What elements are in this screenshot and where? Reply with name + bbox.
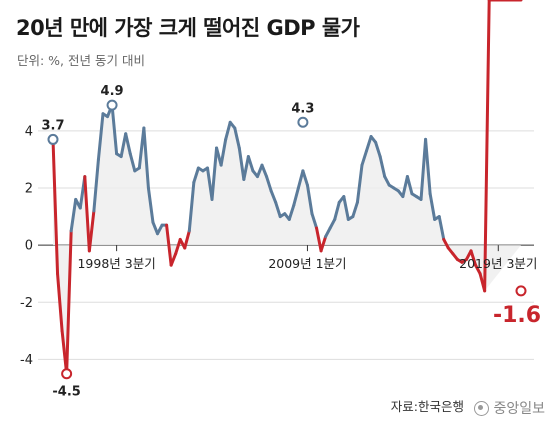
series-line-segment [210,146,219,201]
series-line-segment [237,146,246,181]
series-line-segment [296,169,305,190]
series-line-segment [146,186,155,224]
series-line-segment [310,212,319,230]
series-line-segment [305,183,314,216]
data-point-marker [515,285,527,297]
series-line-segment [378,155,387,179]
logo-text: 중앙일보 [493,401,545,417]
y-tick-label: -4 [20,353,33,368]
data-point-marker [106,99,118,111]
series-line-segment [87,209,96,253]
series-line-segment [365,135,373,153]
data-point-marker [47,133,59,145]
series-line-segment [301,169,309,187]
series-line-segment [474,263,482,276]
series-line-segment [69,197,78,233]
series-line-segment [424,137,432,196]
x-tick-label: 2009년 1분기 [268,256,346,271]
x-tick-label: 1998년 3분기 [77,256,155,271]
series-line-segment [315,226,323,253]
series-line-segment [156,223,164,236]
source-note: 자료:한국은행 [390,399,464,414]
series-line-segment [274,200,282,219]
y-tick-label: 4 [25,124,33,139]
y-tick-label: -2 [20,296,33,311]
data-point-marker [61,368,73,380]
series-line-segment [165,223,173,267]
series-line-segment [246,155,255,173]
series-line-segment [96,112,105,161]
series-line-segment [119,132,128,159]
series-line-segment [401,175,409,199]
data-point-marker [297,116,309,128]
x-tick-label: 2019년 3분기 [459,256,537,271]
series-line-segment [187,180,196,233]
data-label: 4.3 [291,101,314,116]
series-line-segment [92,157,100,213]
area-fill [53,105,521,374]
series-line-segment [483,0,491,293]
series-line-segment [469,249,478,267]
series-line-segment [342,195,350,221]
series-line-segment [419,137,428,201]
logo-icon [474,400,490,416]
series-line-segment [124,132,132,156]
data-label: -1.6 [493,303,541,328]
series-line-segment [437,215,446,241]
series-line-segment [374,140,382,159]
series-line-segment [151,220,160,236]
series-line-segment [174,237,182,256]
series-line-segment [428,192,437,221]
series-line-segment [287,203,296,221]
series-line-segment [355,163,364,204]
data-label: 3.7 [41,118,64,133]
series-line-segment [65,229,73,376]
chart-subtitle: 단위: %, 전년 동기 대비 [17,53,145,68]
series-line-segment [351,200,359,219]
series-line-segment [292,186,300,207]
series-line-segment [360,149,369,167]
series-line-segment [324,226,332,239]
series-line-segment [333,200,341,221]
data-label: 4.9 [101,84,124,99]
y-tick-label: 2 [25,182,33,197]
series-line-segment [219,137,228,167]
series-line-segment [265,175,273,193]
series-line-segment [260,163,269,179]
series-line-segment [328,217,337,230]
series-line-segment [183,229,191,250]
series-line-segment [269,189,278,204]
series-line-segment [224,120,232,141]
series-line-segment [51,137,60,276]
series-line-segment [169,252,178,267]
series-line-segment [192,166,200,184]
series-line-segment [56,272,64,333]
series-line-segment [128,152,137,173]
series-line-segment [442,237,450,250]
series-line-segment [242,155,250,181]
series-line-segment [142,126,150,190]
series-line-segment [319,235,328,253]
series-line-segment [233,126,241,150]
publisher-logo: 중앙일보 [474,398,545,418]
series-line-segment [83,175,91,253]
data-label: -4.5 [52,385,80,400]
y-tick-label: 0 [25,239,33,254]
series-line-segment [110,103,119,156]
series-line-segment [405,175,414,196]
chart-title: 20년 만에 가장 크게 떨어진 GDP 물가 [16,16,360,40]
series-line-segment [383,175,391,187]
